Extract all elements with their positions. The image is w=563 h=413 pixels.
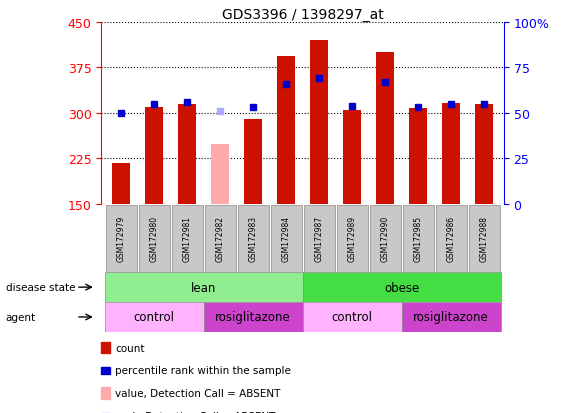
Text: GSM172983: GSM172983 [249, 216, 258, 261]
Bar [409, 109, 427, 204]
Bar [204, 205, 236, 272]
Text: GSM172989: GSM172989 [347, 216, 356, 261]
Text: control: control [133, 311, 175, 324]
Text: rank, Detection Call = ABSENT: rank, Detection Call = ABSENT [115, 411, 276, 413]
Bar [303, 205, 334, 272]
Bar [475, 104, 493, 204]
Bar [145, 107, 163, 204]
Bar [138, 205, 169, 272]
Text: count: count [115, 343, 145, 353]
Bar [303, 302, 401, 332]
Bar [105, 302, 204, 332]
Bar [369, 205, 401, 272]
Text: GSM172987: GSM172987 [315, 216, 324, 261]
Bar [442, 104, 460, 204]
Bar [204, 302, 303, 332]
Text: percentile rank within the sample: percentile rank within the sample [115, 366, 291, 375]
Bar [244, 120, 262, 204]
Text: GSM172990: GSM172990 [381, 216, 390, 261]
Text: value, Detection Call = ABSENT: value, Detection Call = ABSENT [115, 388, 281, 398]
Bar [310, 41, 328, 204]
Bar [178, 104, 196, 204]
Bar [238, 205, 269, 272]
Bar [105, 273, 303, 302]
Text: agent: agent [6, 312, 36, 322]
Text: obese: obese [384, 281, 419, 294]
Text: GSM172979: GSM172979 [117, 216, 126, 261]
Bar [271, 205, 302, 272]
Text: disease state: disease state [6, 282, 75, 292]
Text: GSM172981: GSM172981 [182, 216, 191, 261]
Bar [376, 53, 394, 204]
Text: GSM172982: GSM172982 [216, 216, 225, 261]
Text: GSM172980: GSM172980 [150, 216, 159, 261]
Bar [303, 273, 501, 302]
Text: rosiglitazone: rosiglitazone [215, 311, 291, 324]
Text: GSM172986: GSM172986 [446, 216, 455, 261]
Title: GDS3396 / 1398297_at: GDS3396 / 1398297_at [222, 8, 383, 22]
Bar [211, 145, 229, 204]
Bar [106, 205, 137, 272]
Text: rosiglitazone: rosiglitazone [413, 311, 489, 324]
Text: control: control [332, 311, 373, 324]
Bar [343, 111, 361, 204]
Text: lean: lean [191, 281, 216, 294]
Bar [172, 205, 203, 272]
Bar [337, 205, 368, 272]
Bar [401, 302, 501, 332]
Bar [112, 163, 130, 204]
Bar [468, 205, 499, 272]
Bar [436, 205, 467, 272]
Bar [277, 57, 295, 204]
Text: GSM172985: GSM172985 [414, 216, 423, 261]
Text: GSM172984: GSM172984 [282, 216, 291, 261]
Bar [403, 205, 434, 272]
Text: GSM172988: GSM172988 [480, 216, 489, 261]
